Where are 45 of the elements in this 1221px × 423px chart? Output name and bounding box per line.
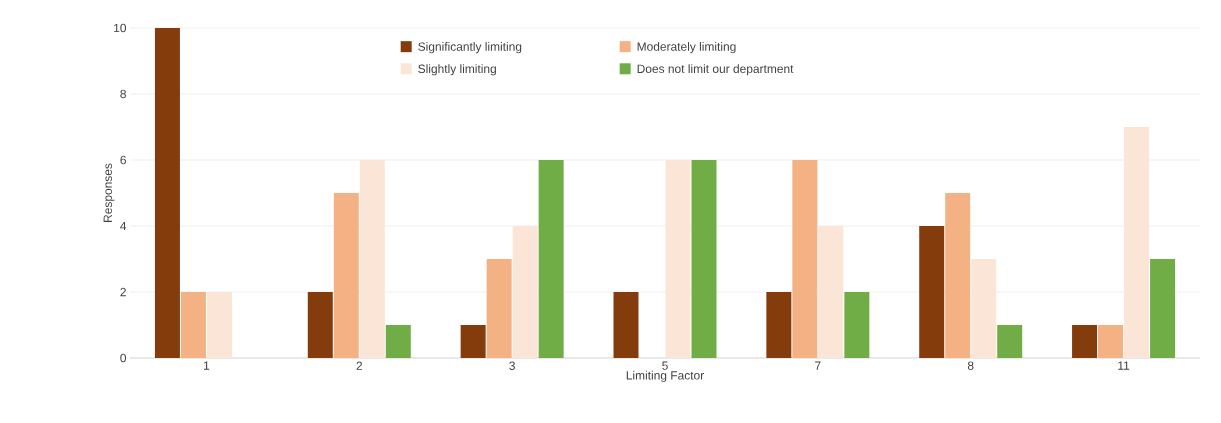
bar (359, 160, 385, 358)
y-axis-title: Responses (103, 163, 115, 222)
bar (512, 226, 538, 358)
bar (486, 259, 512, 358)
bar (766, 292, 792, 358)
bar (971, 259, 997, 358)
bar (460, 325, 486, 358)
bar (1124, 127, 1150, 358)
bar (665, 160, 691, 358)
bar (1150, 259, 1176, 358)
bar (945, 193, 971, 358)
bar (538, 160, 564, 358)
bar (1098, 325, 1124, 358)
x-axis-title: Limiting Factor (626, 370, 704, 382)
bar (333, 193, 359, 358)
legend-label: Significantly limiting (418, 42, 522, 54)
y-tick-label: 10 (114, 23, 127, 33)
y-tick-label: 6 (120, 155, 126, 165)
bar (792, 160, 818, 358)
bar (691, 160, 717, 358)
bar (180, 292, 206, 358)
bar (1072, 325, 1098, 358)
bar (844, 292, 870, 358)
x-tick-label: 1 (204, 361, 210, 370)
y-tick-label: 8 (120, 89, 126, 99)
x-tick-label: 8 (967, 361, 974, 370)
legend-label: Does not limit our department (637, 64, 794, 76)
x-tick-label: 3 (509, 361, 515, 370)
y-tick-label: 4 (120, 221, 127, 231)
bar (818, 226, 844, 358)
bar (307, 292, 333, 358)
bar (385, 325, 411, 358)
x-tick-label: 7 (815, 361, 821, 370)
legend-label: Moderately limiting (637, 42, 736, 54)
x-tick-label: 11 (1118, 361, 1130, 370)
bar (997, 325, 1023, 358)
bar (154, 28, 180, 358)
bar (206, 292, 232, 358)
y-tick-label: 2 (120, 287, 126, 297)
y-tick-label: 0 (120, 353, 127, 363)
x-tick-label: 2 (356, 361, 363, 370)
x-tick-label: 5 (662, 361, 668, 370)
legend-label: Slightly limiting (418, 64, 496, 76)
bar (919, 226, 945, 358)
bar (613, 292, 639, 358)
